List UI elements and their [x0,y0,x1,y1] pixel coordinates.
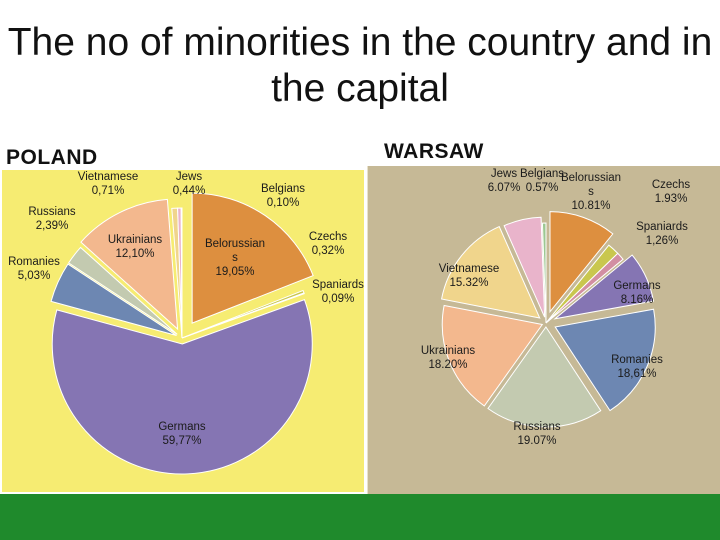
poland-slice-spaniards [181,292,305,339]
poland-slice-russians [67,246,178,335]
warsaw-slice-germans [553,254,655,320]
warsaw-label-russians: Russians 19.07% [513,421,561,447]
warsaw-slice-jews [503,216,546,318]
poland-slice-ukrainians [80,198,179,331]
poland-label-czechs: Czechs 0,32% [309,231,348,257]
poland-label-belgians: Belgians 0,10% [261,183,305,209]
warsaw-pie: Belorussian s 10.81% Czechs 1.93% Spaniards 1,… [421,168,691,447]
warsaw-slice-belgians [541,222,547,324]
poland-label-belorussians: Belorussian s 19,05% [205,238,265,278]
poland-label-russians: Russians 2,39% [28,206,76,232]
warsaw-slice-russians [487,326,602,428]
poland-pie: Belorussian s 19,05% Czechs 0,32% Spaniards 0,… [8,171,364,475]
warsaw-label-vietnamese: Vietnamese 15.32% [439,263,500,289]
slide-title: The no of minorities in the country and … [7,21,713,110]
warsaw-label-belorussians: Belorussian s 10.81% [561,172,621,212]
poland-slice-belgians [180,207,183,339]
warsaw-slice-romanies [554,308,656,412]
footer-bar [0,494,720,540]
warsaw-slice-spaniards [545,252,624,324]
warsaw-slice-vietnamese [440,225,541,319]
warsaw-label-ukrainians: Ukrainians 18.20% [421,345,476,371]
poland-label-jews: Jews 0,44% [173,171,206,197]
warsaw-label-romanies: Romanies 18,61% [611,354,663,380]
warsaw-label-czechs: Czechs 1.93% [652,179,691,205]
poland-slice-romanies [50,263,177,337]
poland-label-spaniards: Spaniards 0,09% [312,279,364,305]
warsaw-slice-belorussians [549,211,614,314]
warsaw-label-jews: Jews 6.07% [488,168,521,194]
poland-label-vietnamese: Vietnamese 0,71% [78,171,139,197]
poland-label-germans: Germans 59,77% [158,421,206,447]
warsaw-slice-ukrainians [441,304,544,407]
warsaw-label-germans: Germans 8.16% [613,280,661,306]
warsaw-chart-title: WARSAW [384,140,484,163]
warsaw-label-belgians: Belgians 0.57% [520,168,564,194]
poland-label-romanies: Romanies 5,03% [8,256,60,282]
poland-slice-belorussians [191,192,314,324]
warsaw-label-spaniards: Spaniards 1,26% [636,221,688,247]
poland-chart-title: POLAND [6,146,98,169]
poland-label-ukrainians: Ukrainians 12,10% [108,234,163,260]
poland-slice-germans [51,299,313,475]
